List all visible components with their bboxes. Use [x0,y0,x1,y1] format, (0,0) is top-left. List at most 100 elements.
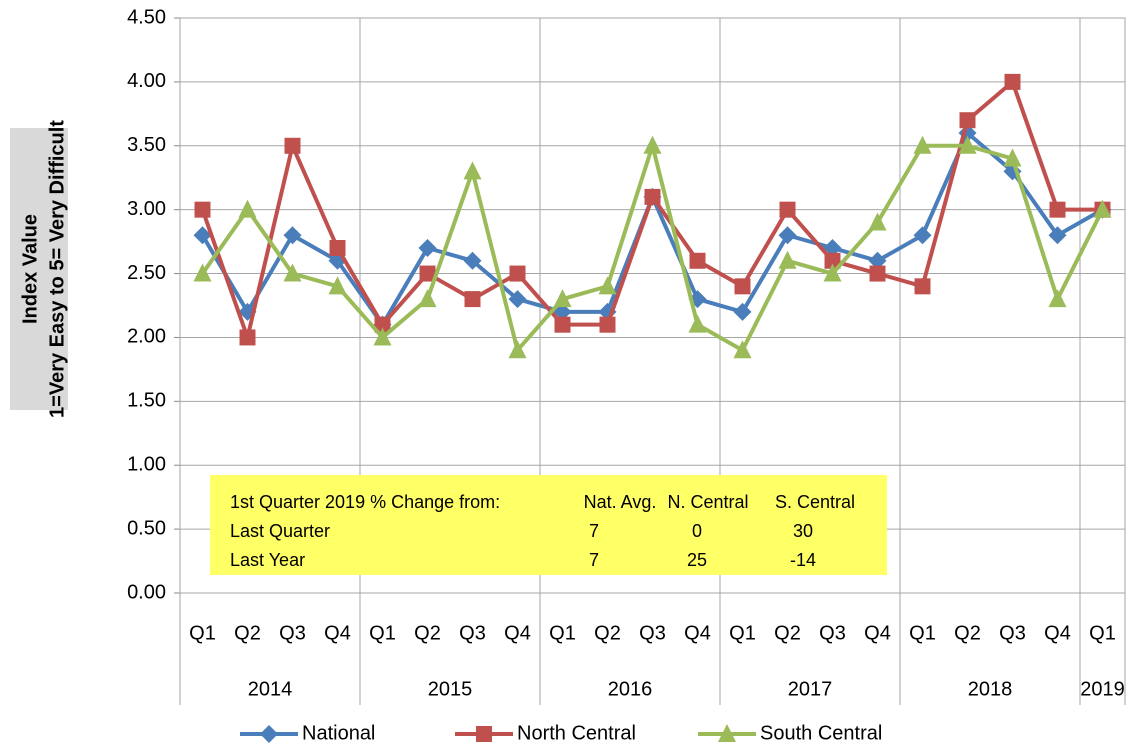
y-axis-label: 1=Very Easy to 5= Very Difficult [46,120,68,418]
x-tick-label: Q4 [1044,622,1071,644]
point [778,250,797,269]
point [553,302,572,321]
point [239,329,256,346]
point [193,226,212,245]
table-row-label: Last Year [230,550,305,570]
year-label: 2015 [428,678,473,700]
x-tick-label: Q2 [414,622,441,644]
point [464,291,481,308]
point [1048,226,1067,245]
table-row-label: Last Quarter [230,521,330,541]
point [419,265,436,282]
x-tick-label: Q4 [684,622,711,644]
point [823,263,842,282]
point [463,161,482,180]
point [913,226,932,245]
x-tick-label: Q1 [549,622,576,644]
table-header: Nat. Avg. [584,492,657,512]
table-cell: 0 [692,521,702,541]
legend-label: South Central [760,722,882,744]
year-label: 2017 [788,678,833,700]
table-header: 1st Quarter 2019 % Change from: [230,492,500,512]
x-tick-label: Q3 [819,622,846,644]
point [328,276,347,295]
x-tick-label: Q2 [954,622,981,644]
point [914,278,931,295]
x-tick-label: Q2 [594,622,621,644]
point [778,226,797,245]
point [643,135,662,154]
table-box [210,475,887,575]
table-header: S. Central [775,492,855,512]
y-tick-label: 4.50 [127,6,166,28]
x-tick-label: Q2 [774,622,801,644]
point [284,137,301,154]
point [238,199,257,218]
y-tick-label: 1.50 [127,390,166,412]
point [779,201,796,218]
point [329,240,346,256]
point [1003,148,1022,167]
legend-label: North Central [517,722,636,744]
point [554,316,571,333]
x-tick-label: Q3 [279,622,306,644]
point [283,226,302,245]
x-tick-label: Q3 [459,622,486,644]
y-tick-label: 2.00 [127,326,166,348]
y-tick-label: 0.00 [127,581,166,603]
x-tick-label: Q4 [504,622,531,644]
point [193,263,212,282]
year-label: 2014 [248,678,293,700]
point [823,239,842,257]
point [508,290,527,309]
series-line [200,131,1104,327]
point [868,251,887,270]
point [508,340,527,359]
legend-marker [476,726,492,742]
y-tick-label: 4.00 [127,70,166,92]
x-tick-label: Q1 [1089,622,1116,644]
x-tick-label: Q3 [999,622,1026,644]
legend-marker [718,724,736,742]
table-cell: 30 [793,521,813,541]
point [194,201,211,218]
y-label-box [10,128,68,410]
x-tick-label: Q4 [324,622,351,644]
x-tick-label: Q2 [234,622,261,644]
point [418,289,437,308]
point [824,252,841,269]
point [418,239,437,257]
x-tick-label: Q1 [189,622,216,644]
x-tick-label: Q1 [729,622,756,644]
point [913,135,932,154]
x-tick-label: Q4 [864,622,891,644]
point [373,327,392,346]
legend-label: National [302,722,375,744]
y-axis-label: Index Value [19,214,41,324]
y-tick-label: 2.50 [127,262,166,284]
point [869,265,886,282]
year-label: 2016 [608,678,653,700]
point [644,188,661,205]
x-tick-label: Q1 [369,622,396,644]
y-tick-label: 3.50 [127,134,166,156]
point [1048,289,1067,308]
table-cell: 7 [589,521,599,541]
table-header: N. Central [667,492,748,512]
y-tick-label: 0.50 [127,517,166,539]
point [374,316,391,333]
table-cell: 7 [589,550,599,570]
point [733,302,752,321]
point [599,316,616,333]
point [463,251,482,270]
y-tick-label: 3.00 [127,198,166,220]
point [598,276,617,295]
point [868,212,887,231]
point [959,112,976,129]
legend-marker [260,725,278,743]
point [689,252,706,269]
point [734,278,751,295]
point [283,263,302,282]
x-tick-label: Q3 [639,622,666,644]
